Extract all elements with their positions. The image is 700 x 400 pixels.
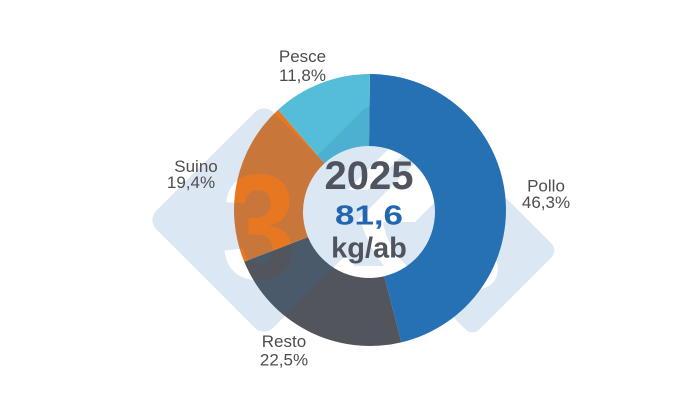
- svg-text:Resto: Resto: [262, 332, 306, 351]
- svg-text:Pollo: Pollo: [527, 177, 565, 196]
- svg-text:Suino: Suino: [174, 157, 217, 176]
- svg-text:2025: 2025: [325, 154, 414, 198]
- svg-text:19,4%: 19,4%: [167, 173, 215, 192]
- svg-text:81,6: 81,6: [335, 200, 403, 231]
- svg-text:Pesce: Pesce: [279, 47, 326, 66]
- svg-text:kg/ab: kg/ab: [331, 233, 407, 265]
- svg-text:11,8%: 11,8%: [279, 66, 326, 85]
- svg-text:22,5%: 22,5%: [260, 351, 308, 370]
- svg-text:46,3%: 46,3%: [522, 193, 570, 212]
